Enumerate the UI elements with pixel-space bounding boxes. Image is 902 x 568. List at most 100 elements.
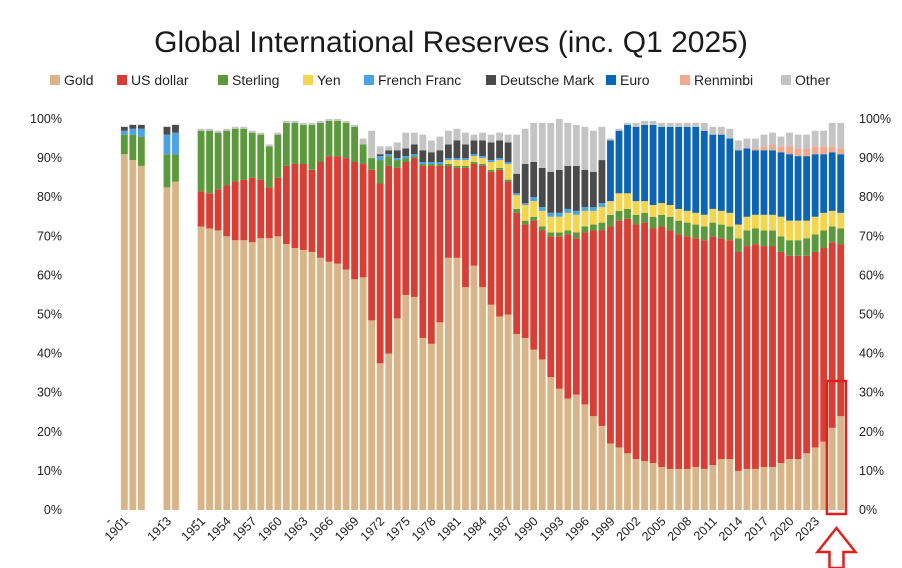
bar-segment-gold: [752, 468, 759, 510]
bar-segment-us-dollar: [462, 167, 469, 288]
bar-segment-sterling: [641, 212, 648, 223]
bar-segment-us-dollar: [700, 240, 708, 469]
bar-segment-gold: [828, 427, 836, 510]
bar-segment-sterling: [572, 232, 580, 239]
bar-segment-other: [393, 142, 401, 151]
bar-segment-sterling: [581, 226, 589, 233]
bar-segment-other: [726, 128, 734, 139]
bar-segment-us-dollar: [666, 230, 674, 469]
bar-segment-sterling: [726, 226, 734, 241]
bar-segment-euro: [837, 154, 845, 213]
bar-segment-us-dollar: [734, 251, 742, 471]
bar-segment-other: [282, 120, 290, 123]
bar-segment-us-dollar: [479, 165, 486, 288]
bar-segment-deutsche-mark: [504, 142, 512, 163]
bar-segment-deutsche-mark: [555, 169, 563, 213]
bar-segment-us-dollar: [470, 163, 478, 266]
bar-segment-us-dollar: [530, 220, 538, 350]
bar-segment-gold: [393, 318, 401, 510]
bar-segment-gold: [462, 287, 469, 510]
bar-segment-sterling: [120, 134, 128, 155]
bar-segment-french-franc: [479, 156, 486, 159]
bar-segment-us-dollar: [598, 230, 606, 426]
y-tick-label-right: 80%: [859, 190, 884, 204]
bar-segment-sterling: [265, 146, 273, 188]
bar-segment-gold: [325, 261, 333, 510]
bar-segment-sterling: [231, 128, 239, 182]
bar-segment-sterling: [547, 232, 555, 237]
x-tick-label: 1969: [332, 514, 362, 544]
highlight-box: [825, 379, 848, 516]
bar-segment-yen: [572, 214, 580, 233]
bar-segment-yen: [743, 216, 751, 231]
bar-segment-other: [385, 146, 393, 151]
bar-segment-other: [325, 119, 333, 121]
bar-segment-sterling: [419, 163, 427, 166]
bar-segment-sterling: [334, 120, 341, 157]
bar-segment-us-dollar: [564, 234, 572, 399]
bar-segment-other: [658, 122, 666, 127]
y-tick-label-right: 20%: [859, 425, 884, 439]
bar-segment-other: [445, 130, 452, 145]
legend-item-euro: Euro: [606, 72, 650, 88]
x-tick-label: 1972: [358, 514, 388, 544]
bar-segment-yen: [700, 214, 708, 227]
bar-segment-us-dollar: [692, 238, 700, 467]
bar-segment-french-franc: [410, 154, 418, 157]
bar-segment-yen: [607, 201, 614, 215]
bar-segment-yen: [445, 160, 452, 164]
bar-segment-yen: [760, 214, 768, 231]
bar-segment-euro: [743, 148, 751, 217]
x-tick-label: 1993: [537, 514, 567, 544]
bar-segment-deutsche-mark: [163, 126, 171, 135]
bar-segment-gold: [572, 394, 580, 510]
bar-segment-gold: [803, 453, 811, 510]
bar-segment-french-franc: [572, 210, 580, 215]
y-tick-label-left: 10%: [37, 464, 62, 478]
bar-segment-gold: [410, 296, 418, 510]
bar-segment-us-dollar: [385, 165, 393, 354]
chart-title: Global International Reserves (inc. Q1 2…: [154, 26, 748, 59]
bar-segment-sterling: [598, 222, 606, 231]
bar-segment-other: [223, 128, 231, 131]
bar-segment-yen: [811, 216, 819, 235]
bar-segment-french-franc: [402, 156, 410, 159]
bar-segment-us-dollar: [624, 218, 631, 454]
bar-segment-sterling: [172, 154, 179, 182]
bar-segment-euro: [811, 154, 819, 217]
bar-segment-euro: [717, 134, 725, 211]
bar-segment-euro: [700, 130, 708, 215]
bar-segment-gold: [240, 240, 248, 510]
legend-item-yen: Yen: [303, 72, 341, 88]
bar-segment-euro: [624, 124, 631, 194]
bar-segment-yen: [675, 208, 683, 221]
bar-segment-yen: [470, 156, 478, 163]
bar-segment-gold: [487, 304, 495, 510]
bar-segment-sterling: [538, 226, 546, 231]
bar-segment-yen: [547, 216, 555, 233]
bar-segment-us-dollar: [257, 179, 265, 239]
bar-segment-us-dollar: [641, 222, 648, 462]
bar-segment-sterling: [317, 122, 324, 163]
y-tick-label-left: 50%: [37, 308, 62, 322]
bar-segment-sterling: [385, 156, 393, 166]
bar-segment-other: [487, 134, 495, 143]
bar-segment-sterling: [257, 134, 265, 180]
bar-segment-deutsche-mark: [470, 140, 478, 155]
bar-segment-gold: [717, 459, 725, 510]
bar-segment-gold: [700, 468, 708, 510]
bar-segment-deutsche-mark: [172, 124, 179, 133]
bar-segment-other: [462, 132, 469, 145]
bar-segment-sterling: [666, 216, 674, 231]
bar-segment-gold: [769, 466, 776, 510]
bar-segment-other: [675, 122, 683, 127]
bar-segment-yen: [717, 210, 725, 225]
bar-segment-yen: [521, 205, 529, 221]
x-tick-label: 2005: [639, 514, 669, 544]
bar-segment-euro: [726, 138, 734, 213]
bar-segment-euro: [752, 150, 759, 215]
bar-segment-sterling: [837, 228, 845, 245]
y-axis-left: 0% 10% 20% 30% 40% 50% 60% 70% 80% 90% 100%: [30, 112, 62, 517]
bar-segment-sterling: [564, 230, 572, 235]
legend-item-sterling: Sterling: [218, 72, 279, 88]
